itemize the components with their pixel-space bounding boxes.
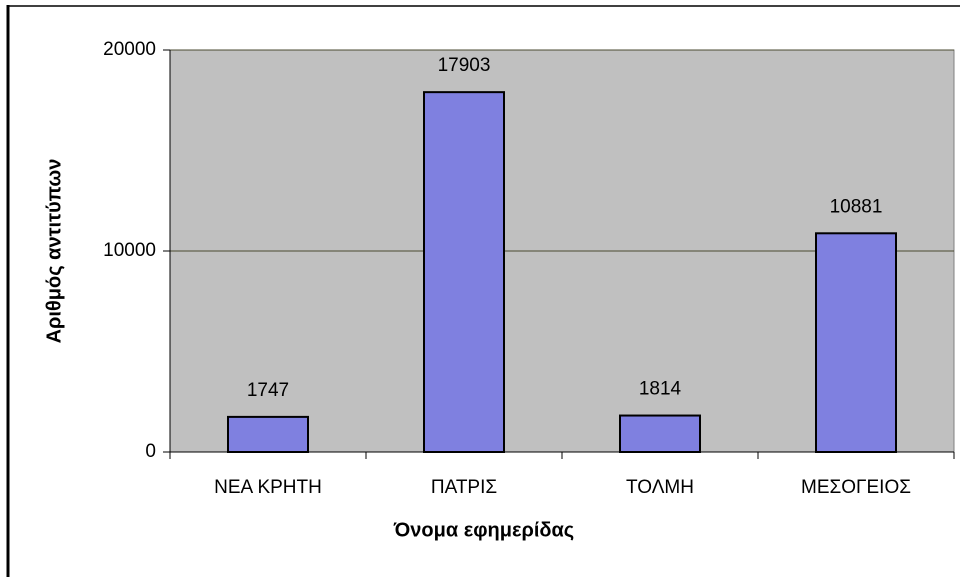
x-tick-label: ΠΑΤΡΙΣ — [431, 477, 497, 498]
data-label: 10881 — [830, 196, 883, 217]
data-label: 1814 — [639, 379, 682, 400]
y-axis-title: Αριθμός αντιτύπων — [43, 159, 65, 344]
x-tick-label: ΤΟΛΜΗ — [626, 477, 694, 498]
data-label: 17903 — [438, 55, 491, 76]
x-tick-label: ΜΕΣΟΓΕΙΟΣ — [801, 477, 911, 498]
y-tick-label: 10000 — [103, 240, 156, 261]
y-tick-label: 0 — [145, 441, 156, 462]
x-axis-title: Όνομα εφημερίδας — [393, 519, 574, 541]
bar — [227, 415, 309, 454]
bar — [815, 232, 897, 453]
bar — [619, 414, 701, 454]
x-tick-label: ΝΕΑ ΚΡΗΤΗ — [214, 477, 322, 498]
y-tick-label: 20000 — [103, 39, 156, 60]
bar — [423, 91, 505, 454]
data-label: 1747 — [247, 380, 289, 401]
